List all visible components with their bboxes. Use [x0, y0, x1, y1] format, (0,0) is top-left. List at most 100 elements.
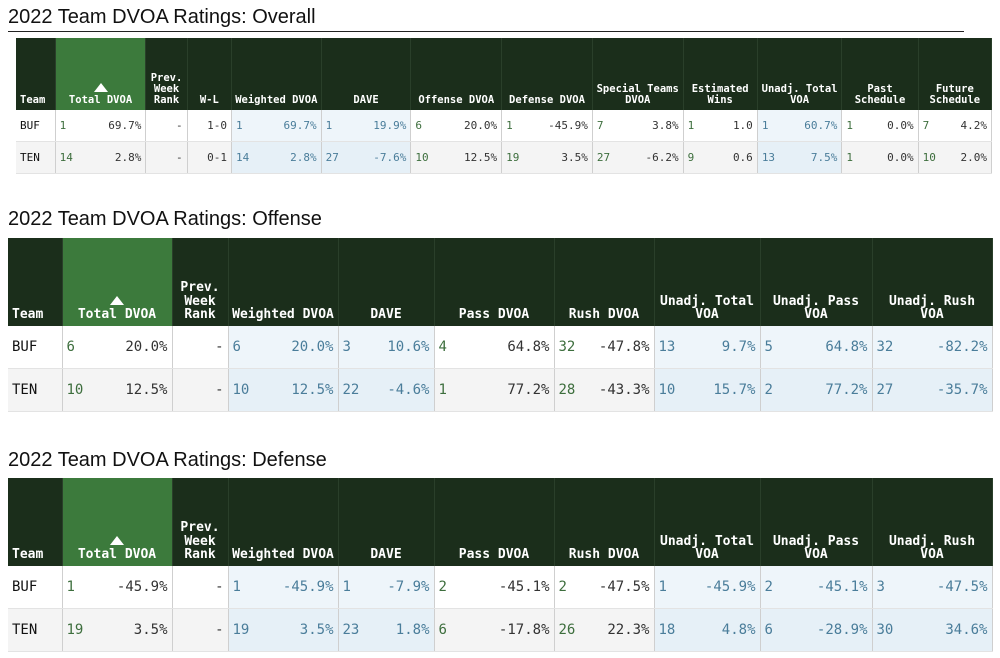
total-dvoa-cell: 14 2.8%	[55, 141, 147, 174]
unadj-voa-cell: 1 -45.9%	[654, 566, 761, 609]
pass-dvoa-cell: 6 -17.8%	[434, 608, 555, 652]
defense-table: Team Total DVOA Prev. Week Rank Weighted…	[8, 478, 993, 652]
col-dave[interactable]: DAVE	[338, 238, 435, 326]
unadj-pass-voa-cell: 6 -28.9%	[760, 608, 873, 652]
overall-title-rule	[8, 31, 964, 32]
col-weighted-dvoa[interactable]: Weighted DVOA	[231, 38, 322, 110]
special-teams-cell: 7 3.8%	[592, 110, 684, 142]
rush-dvoa-cell: 28 -43.3%	[554, 368, 655, 412]
col-prev-week-rank[interactable]: Prev. Week Rank	[172, 238, 229, 326]
defense-dvoa-cell: 1 -45.9%	[501, 110, 593, 142]
table-row: BUF 6 20.0% - 6 20.0% 3 10.6% 4 64.8% 32 -47.…	[8, 326, 993, 369]
col-future-schedule[interactable]: Future Schedule	[918, 38, 993, 110]
prev-rank-cell: -	[145, 141, 188, 174]
team-cell: BUF	[8, 326, 63, 369]
table-row: BUF 1 -45.9% - 1 -45.9% 1 -7.9% 2 -45.1% 2 -4…	[8, 566, 993, 609]
col-pass-dvoa[interactable]: Pass DVOA	[434, 478, 555, 566]
team-cell: TEN	[8, 368, 63, 412]
col-prev-week-rank[interactable]: Prev. Week Rank	[145, 38, 188, 110]
prev-rank-cell: -	[172, 368, 229, 412]
prev-rank-cell: -	[145, 110, 188, 142]
col-unadj-pass-voa[interactable]: Unadj. Pass VOA	[760, 238, 873, 326]
triangle-up-icon	[110, 296, 124, 306]
overall-table: Team Total DVOA Prev. Week Rank W-L Weig…	[16, 38, 993, 174]
col-unadj-pass-voa[interactable]: Unadj. Pass VOA	[760, 478, 873, 566]
offense-dvoa-cell: 10 12.5%	[410, 141, 503, 174]
col-unadj-rush-voa[interactable]: Unadj. Rush VOA	[872, 478, 993, 566]
col-special-teams-dvoa[interactable]: Special Teams DVOA	[592, 38, 684, 110]
offense-dvoa-cell: 6 20.0%	[410, 110, 503, 142]
col-weighted-dvoa[interactable]: Weighted DVOA	[228, 478, 339, 566]
col-rush-dvoa[interactable]: Rush DVOA	[554, 478, 655, 566]
team-cell: BUF	[8, 566, 63, 609]
col-past-schedule[interactable]: Past Schedule	[841, 38, 919, 110]
pass-dvoa-cell: 1 77.2%	[434, 368, 555, 412]
col-unadj-rush-voa[interactable]: Unadj. Rush VOA	[872, 238, 993, 326]
estimated-wins-cell: 9 0.6	[683, 141, 758, 174]
total-dvoa-cell: 1 69.7%	[55, 110, 147, 142]
rush-dvoa-cell: 26 22.3%	[554, 608, 655, 652]
prev-rank-cell: -	[172, 326, 229, 369]
unadj-rush-voa-cell: 27 -35.7%	[872, 368, 993, 412]
prev-rank-cell: -	[172, 566, 229, 609]
col-dave[interactable]: DAVE	[321, 38, 412, 110]
triangle-up-icon	[93, 82, 108, 92]
col-unadj-total-voa[interactable]: Unadj. Total VOA	[654, 478, 761, 566]
col-wl[interactable]: W-L	[187, 38, 232, 110]
col-dave[interactable]: DAVE	[338, 478, 435, 566]
team-cell: BUF	[16, 110, 56, 142]
col-total-dvoa[interactable]: Total DVOA	[55, 38, 147, 110]
table-row: TEN 14 2.8% - 0-1 14 2.8% 27 -7.6% 10 12.5% …	[16, 141, 993, 174]
unadj-rush-voa-cell: 3 -47.5%	[872, 566, 993, 609]
total-dvoa-cell: 6 20.0%	[62, 326, 173, 369]
table-row: TEN 10 12.5% - 10 12.5% 22 -4.6% 1 77.2% 28-…	[8, 368, 993, 412]
col-pass-dvoa[interactable]: Pass DVOA	[434, 238, 555, 326]
estimated-wins-cell: 1 1.0	[683, 110, 758, 142]
future-schedule-cell: 7 4.2%	[918, 110, 993, 142]
weighted-dvoa-cell: 19 3.5%	[228, 608, 339, 652]
col-unadj-total-voa[interactable]: Unadj. Total VOA	[654, 238, 761, 326]
unadj-rush-voa-cell: 30 34.6%	[872, 608, 993, 652]
table-row: TEN 19 3.5% - 19 3.5% 23 1.8% 6 -17.8% 26 22.…	[8, 608, 993, 652]
unadj-pass-voa-cell: 2 -45.1%	[760, 566, 873, 609]
rush-dvoa-cell: 2 -47.5%	[554, 566, 655, 609]
col-total-dvoa[interactable]: Total DVOA	[62, 238, 173, 326]
overall-title: 2022 Team DVOA Ratings: Overall	[8, 6, 316, 28]
unadj-voa-cell: 1 60.7%	[757, 110, 843, 142]
col-offense-dvoa[interactable]: Offense DVOA	[410, 38, 503, 110]
col-team[interactable]: Team	[8, 238, 63, 326]
triangle-up-icon	[110, 536, 124, 546]
dave-cell: 1 -7.9%	[338, 566, 435, 609]
dave-cell: 3 10.6%	[338, 326, 435, 369]
dave-cell: 23 1.8%	[338, 608, 435, 652]
past-schedule-cell: 1 0.0%	[841, 110, 919, 142]
wl-cell: 0-1	[187, 141, 232, 174]
col-estimated-wins[interactable]: Estimated Wins	[683, 38, 758, 110]
col-team[interactable]: Team	[8, 478, 63, 566]
col-weighted-dvoa[interactable]: Weighted DVOA	[228, 238, 339, 326]
col-unadj-total-voa[interactable]: Unadj. Total VOA	[757, 38, 843, 110]
past-schedule-cell: 1 0.0%	[841, 141, 919, 174]
dave-cell: 22 -4.6%	[338, 368, 435, 412]
defense-title: 2022 Team DVOA Ratings: Defense	[8, 449, 327, 471]
weighted-dvoa-cell: 14 2.8%	[231, 141, 322, 174]
future-schedule-cell: 10 2.0%	[918, 141, 993, 174]
unadj-rush-voa-cell: 32 -82.2%	[872, 326, 993, 369]
col-team[interactable]: Team	[16, 38, 56, 110]
col-total-dvoa[interactable]: Total DVOA	[62, 478, 173, 566]
team-cell: TEN	[16, 141, 56, 174]
offense-table: Team Total DVOA Prev. Week Rank Weighted…	[8, 238, 993, 412]
pass-dvoa-cell: 4 64.8%	[434, 326, 555, 369]
pass-dvoa-cell: 2 -45.1%	[434, 566, 555, 609]
team-cell: TEN	[8, 608, 63, 652]
total-dvoa-cell: 10 12.5%	[62, 368, 173, 412]
prev-rank-cell: -	[172, 608, 229, 652]
unadj-voa-cell: 13 7.5%	[757, 141, 843, 174]
table-row: BUF 1 69.7% - 1-0 1 69.7% 1 19.9% 6 20.0% 1-…	[16, 110, 993, 142]
weighted-dvoa-cell: 10 12.5%	[228, 368, 339, 412]
col-defense-dvoa[interactable]: Defense DVOA	[501, 38, 593, 110]
col-rush-dvoa[interactable]: Rush DVOA	[554, 238, 655, 326]
weighted-dvoa-cell: 6 20.0%	[228, 326, 339, 369]
rush-dvoa-cell: 32 -47.8%	[554, 326, 655, 369]
col-prev-week-rank[interactable]: Prev. Week Rank	[172, 478, 229, 566]
